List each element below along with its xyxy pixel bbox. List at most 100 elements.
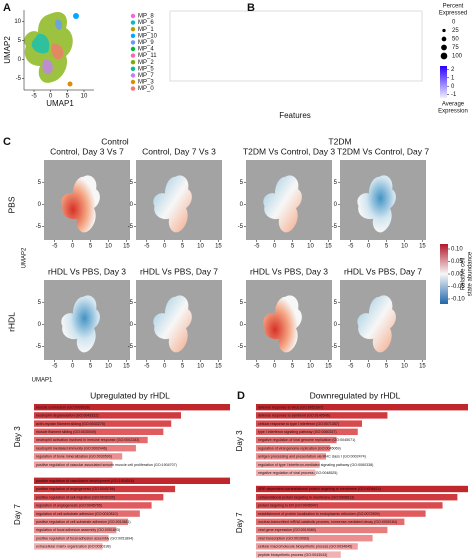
bar-label: muscle filament sliding (GO:0030049) [36,430,96,434]
bar-label: positive regulation of vasculature devel… [36,479,134,483]
x-tick-label: 0 [71,244,75,250]
bar-label: regulation of focal adhesion assembly (G… [36,528,120,532]
x-tick-label: 15 [325,364,332,370]
bar [256,461,320,468]
colorbar [440,244,448,304]
group-title: T2DM [328,136,351,146]
bar-label: regulation of bone mineralization (GO:00… [36,455,112,459]
group-label: Day 3 [13,426,22,447]
legend-label: MP_10 [138,33,158,39]
x-tick-label: -5 [348,244,354,250]
bar [256,436,337,444]
x-axis-label: Features [279,111,311,120]
x-tick-label: 5 [291,364,295,370]
bar [34,436,148,444]
bar [256,420,362,427]
x-tick-label: 0 [367,364,371,370]
x-tick-label: -5 [144,244,150,250]
colorbar-tick-label: 0.00 [451,272,463,278]
y-tick-label: -5 [36,344,42,350]
y-tick-label: 0 [38,322,42,328]
bar-label: neutrophil activation involved in immune… [36,438,139,442]
x-tick-label: 15 [215,244,222,250]
colorbar-label: Relative cell [461,258,467,290]
x-tick-label: -5 [31,94,37,100]
panel-label: C [3,136,11,148]
legend-marker [130,60,136,65]
legend-marker [130,33,136,38]
bar [34,461,113,468]
y-axis-label: UMAP2 [3,36,12,64]
bar [256,485,468,493]
bar-label: regulation of angiogenesis (GO:0045765) [36,504,102,508]
plot-title: Control, Day 7 Vs 3 [142,146,216,156]
x-tick-label: 0 [49,94,53,100]
legend-label: MP_2 [138,60,154,66]
content: A Features B Percent Expressed Average E… [3,2,474,558]
y-tick-label: 5 [334,180,338,186]
size-legend-label: 25 [452,28,459,34]
bar [34,477,230,484]
plot-title: rHDL Vs PBS, Day 7 [140,266,218,276]
legend-marker [130,79,136,85]
dot-plot [169,10,423,82]
x-tick-label: -5 [52,364,58,370]
x-tick-label: 15 [419,364,426,370]
bar-chart-title: Upregulated by rHDL [90,390,170,400]
colorbar [440,66,447,98]
bar [256,445,331,452]
bar-label: positive regulation of cell-substrate ad… [36,520,131,524]
bar-label: positive regulation of vascular associat… [36,463,177,467]
colorbar-tick-label: -0.10 [451,297,465,303]
colorbar-tick-label: 0 [451,84,455,90]
legend-title: Percent [443,4,464,10]
size-legend-dot [442,28,446,33]
legend-label: MP_9 [138,40,154,46]
y-tick-label: -5 [238,224,244,230]
x-tick-label: 5 [291,244,295,250]
panel-label: D [237,390,245,402]
bar-label: regulation of viral genome replication (… [258,446,341,450]
size-legend-dot [440,52,448,60]
y-tick-label: 0 [334,322,338,328]
panel-label: A [3,2,11,14]
group-title: Control [101,136,129,146]
bar-chart-title: Downregulated by rHDL [310,390,401,400]
bar-label: regulation of type I interferon-mediated… [258,463,373,467]
y-tick-label: 0 [38,202,42,208]
legend-marker [130,27,136,32]
x-tick-label: 5 [385,244,389,250]
bar [256,510,426,517]
legend-marker [130,20,136,25]
legend-title: Expression [438,109,468,115]
bar-label: protein targeting to ER (GO:0045047) [258,504,318,508]
bar-label: defense response to symbiont (GO:0140546… [258,414,330,418]
size-legend-label: 0 [452,20,456,26]
x-tick-label: 0 [163,364,167,370]
bar-label: cellular macromolecule biosynthetic proc… [258,545,352,549]
x-tick-label: 10 [401,364,408,370]
bar [256,404,468,411]
bar-label: defense response to virus (GO:0051607) [258,405,323,409]
x-tick-label: -5 [144,364,150,370]
y-tick-label: 0 [130,322,134,328]
legend-label: MP_1 [138,27,154,33]
bar [34,485,176,493]
y-tick-label: 5 [18,38,22,44]
y-tick-label: 0 [240,202,244,208]
colorbar-tick-label: -1 [451,92,457,98]
x-tick-label: 5 [89,364,93,370]
plot-title: T2DM Vs Control, Day 3 [243,146,335,156]
x-tick-label: 15 [419,244,426,250]
bar [34,502,152,509]
plot-title: rHDL Vs PBS, Day 3 [250,266,328,276]
bar [256,469,316,476]
legend-label: MP_4 [138,47,154,53]
bar-label: actin-myosin filament sliding (GO:003327… [36,422,105,426]
x-tick-label: 0 [273,364,277,370]
bar-label: negative regulation of viral process (GO… [258,471,338,475]
legend-label: MP_0 [138,86,154,92]
bar [256,551,341,558]
y-tick-label: 5 [334,300,338,306]
